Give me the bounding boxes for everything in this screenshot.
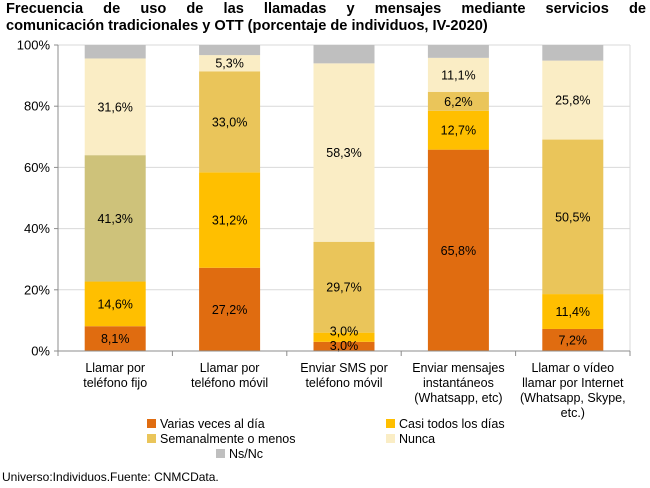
bar-segment — [427, 91, 489, 111]
y-tick-label: 80% — [24, 99, 50, 114]
y-tick-label: 0% — [31, 344, 50, 359]
y-axis-tick-labels: 0% 20% 40% 60% 80% 100% — [17, 38, 51, 359]
bar-segment — [84, 45, 146, 59]
bar-segment — [84, 326, 146, 351]
bar-segment — [313, 241, 375, 333]
data-label: 7,2% — [559, 333, 588, 347]
legend-label: Nunca — [399, 432, 435, 446]
x-tick-label: Llamar por teléfono fijo — [83, 361, 147, 390]
bar-segment — [427, 149, 489, 351]
bar-segment — [542, 294, 604, 329]
stacked-bar-chart: 0% 20% 40% 60% 80% 100% 8,1% 14,6% 41,3% 31,6% 27… — [17, 38, 631, 461]
data-label: 31,6% — [97, 100, 132, 114]
data-label: 6,2% — [444, 95, 473, 109]
axes — [54, 44, 631, 356]
legend-swatch — [386, 419, 395, 428]
bar-segment — [542, 139, 604, 295]
bar-segment — [427, 57, 489, 92]
x-tick-label: Enviar SMS por teléfono móvil — [300, 361, 388, 390]
x-tick-label: Llamar por teléfono móvil — [191, 361, 268, 390]
data-label: 65,8% — [441, 244, 476, 258]
legend-label: Semanalmente o menos — [160, 432, 296, 446]
bar-segment — [427, 45, 489, 58]
chart-title: Frecuencia de uso de las llamadas y mens… — [6, 1, 646, 35]
legend-label: Ns/Nc — [229, 447, 263, 461]
x-tick-label: Enviar mensajes instantáneos (Whatsapp, et… — [412, 361, 504, 405]
data-label: 11,4% — [556, 305, 591, 319]
bars: 8,1% 14,6% 41,3% 31,6% 27,2% 31,2% 33,0% 5,3% 3,… — [84, 45, 604, 353]
data-label: 58,3% — [326, 146, 361, 160]
legend-label: Casi todos los días — [399, 417, 505, 431]
bar-segment — [199, 45, 261, 56]
data-label: 50,5% — [555, 210, 590, 224]
data-label: 3,0% — [330, 339, 359, 353]
bar-segment — [84, 58, 146, 156]
x-axis-category-labels: Llamar por teléfono fijo Llamar por teléfon… — [83, 361, 625, 420]
data-label: 14,6% — [97, 297, 132, 311]
data-label: 11,1% — [441, 68, 476, 82]
chart-title-line-1: Frecuencia de uso de las llamadas y mens… — [6, 1, 646, 17]
bar-segment — [199, 267, 261, 351]
y-tick-label: 40% — [24, 221, 50, 236]
legend-swatch — [147, 419, 156, 428]
source-note: Universo:Individuos.Fuente: CNMCData. — [2, 470, 219, 484]
data-label: 12,7% — [441, 124, 476, 138]
x-tick-label: Llamar o vídeo llamar por Internet (Whatsa… — [520, 361, 626, 420]
data-label: 29,7% — [326, 281, 361, 295]
data-label: 41,3% — [97, 212, 132, 226]
legend-swatch — [386, 434, 395, 443]
bar-segment — [313, 341, 375, 351]
y-tick-label: 100% — [17, 38, 51, 53]
data-label: 8,1% — [101, 332, 130, 346]
data-label: 3,0% — [330, 325, 359, 339]
data-label: 25,8% — [555, 94, 590, 108]
y-tick-label: 20% — [24, 282, 50, 297]
bar-segment — [542, 328, 604, 351]
bar-segment — [313, 45, 375, 64]
data-label: 31,2% — [212, 214, 247, 228]
data-label: 27,2% — [212, 303, 247, 317]
bar-segment — [313, 63, 375, 242]
bar-segment — [427, 110, 489, 150]
bar-segment — [199, 71, 261, 173]
chart-title-line-2: comunicación tradicionales y OTT (porcen… — [6, 18, 488, 34]
legend-swatch — [216, 449, 225, 458]
bar-segment — [313, 332, 375, 342]
bar-segment — [84, 281, 146, 327]
bar-segment — [199, 55, 261, 72]
data-label: 33,0% — [212, 115, 247, 129]
bar-segment — [542, 60, 604, 140]
legend-swatch — [147, 434, 156, 443]
legend: Varias veces al día Casi todos los días Se… — [147, 417, 505, 461]
y-tick-label: 60% — [24, 160, 50, 175]
legend-label: Varias veces al día — [160, 417, 265, 431]
bar-segment — [84, 155, 146, 282]
bar-segment — [542, 45, 604, 61]
data-label: 5,3% — [215, 57, 244, 71]
bar-segment — [199, 172, 261, 268]
